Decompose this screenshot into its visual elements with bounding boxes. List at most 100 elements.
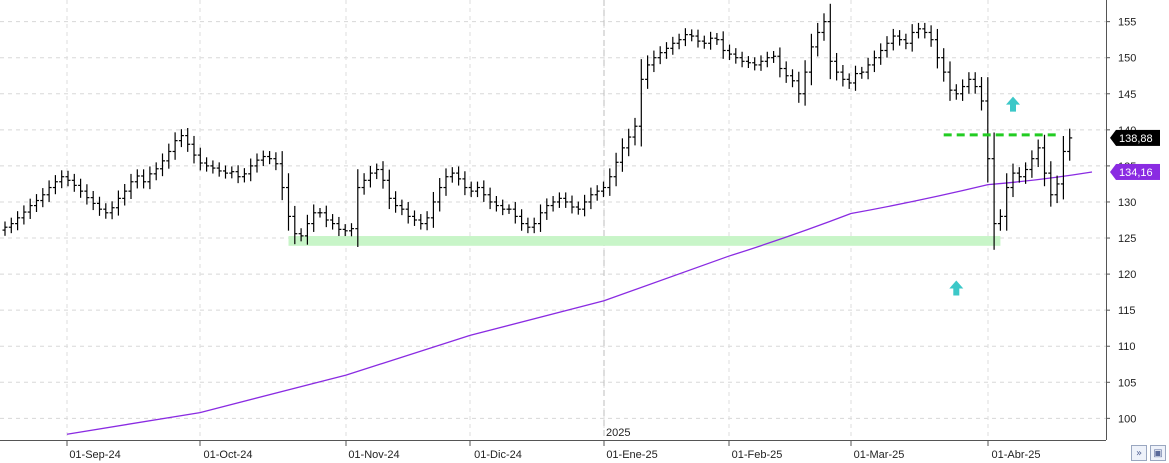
price-bar	[65, 170, 71, 187]
x-tick-label: 01-Oct-24	[204, 449, 253, 461]
price-bar	[468, 181, 474, 198]
price-bar	[216, 162, 222, 177]
price-bar	[512, 202, 518, 224]
price-bar	[2, 221, 8, 236]
price-bar	[664, 42, 669, 59]
price-bar	[922, 22, 928, 39]
price-bar	[1023, 162, 1029, 184]
y-tick-label: 125	[1118, 233, 1136, 245]
annotation-layer	[943, 96, 1058, 296]
price-bar	[46, 180, 52, 202]
price-bars-layer	[2, 3, 1073, 250]
price-bar	[418, 214, 424, 230]
price-bar	[122, 184, 128, 206]
price-bar	[972, 72, 978, 94]
price-bar	[903, 33, 909, 50]
price-bar	[185, 127, 191, 152]
y-tick-label: 155	[1118, 17, 1136, 29]
moving-average-line	[66, 171, 1093, 435]
x-tick-label: 01-Nov-24	[348, 449, 399, 461]
price-bar	[90, 190, 96, 211]
price-bar	[210, 160, 216, 174]
price-bar	[758, 55, 764, 71]
price-bar	[500, 199, 506, 216]
price-bar	[594, 185, 600, 201]
price-bar	[890, 28, 896, 51]
price-bar	[531, 217, 537, 234]
price-bar	[853, 65, 858, 91]
y-axis-panel	[1106, 0, 1169, 463]
price-bar	[632, 117, 638, 146]
y-tick-label: 130	[1118, 197, 1136, 209]
price-bar	[947, 61, 953, 101]
zoom-toggle-button[interactable]: »	[1131, 445, 1147, 461]
price-bar	[985, 77, 991, 183]
moving-average-layer	[66, 171, 1093, 435]
price-bar	[52, 175, 58, 195]
price-bar	[292, 205, 298, 245]
price-bar	[720, 31, 726, 59]
price-bar	[701, 35, 707, 49]
x-tick-label: 01-Sep-24	[69, 449, 120, 461]
price-bar	[607, 168, 613, 196]
price-bar	[771, 51, 777, 63]
price-bar	[241, 168, 247, 183]
price-bar	[78, 178, 84, 198]
price-bar	[979, 77, 984, 111]
price-bar	[456, 166, 462, 186]
price-bar	[367, 165, 373, 188]
price-bar	[141, 169, 147, 189]
price-bar	[462, 171, 468, 196]
price-bar	[166, 143, 172, 169]
price-bar	[323, 205, 329, 228]
price-bar	[178, 129, 184, 148]
save-chart-button[interactable]: ▣	[1150, 445, 1166, 461]
year-marker-label: 2025	[606, 427, 630, 439]
y-tick-label: 105	[1118, 377, 1136, 389]
price-bar	[638, 59, 644, 147]
price-bar	[1010, 163, 1016, 198]
price-bar	[1067, 128, 1073, 161]
price-bar	[380, 161, 386, 189]
price-bar	[1029, 150, 1035, 178]
price-bar	[109, 201, 115, 220]
moving-average-badge: 134,16	[1110, 163, 1160, 180]
double-chevron-icon: »	[1135, 447, 1143, 459]
price-bar	[708, 31, 714, 50]
price-bar	[254, 153, 260, 173]
price-bar	[399, 199, 405, 216]
price-bar	[676, 33, 682, 50]
price-bar	[487, 187, 493, 210]
price-bar	[160, 153, 165, 177]
price-bar	[563, 192, 569, 208]
floppy-disk-icon: ▣	[1153, 447, 1163, 459]
price-bar	[550, 196, 556, 212]
price-bar	[613, 152, 619, 187]
price-bar	[84, 184, 90, 205]
price-bar	[374, 163, 380, 180]
price-bar	[556, 192, 562, 208]
price-bar	[884, 36, 890, 58]
price-bar	[790, 69, 795, 88]
price-bar	[1054, 175, 1060, 204]
price-bar	[286, 173, 291, 231]
price-bar	[172, 132, 178, 160]
up-arrow-icon	[949, 280, 964, 296]
price-bar	[437, 178, 443, 212]
price-bar	[15, 211, 21, 231]
price-bar	[349, 223, 354, 237]
price-bar	[670, 36, 676, 55]
price-bar	[336, 216, 342, 237]
price-bar	[267, 151, 273, 165]
price-bar	[777, 47, 783, 78]
last-price-badge: 138,88	[1110, 129, 1160, 146]
price-bar	[1048, 161, 1054, 207]
price-bar	[1035, 139, 1041, 168]
price-bar	[1060, 136, 1066, 200]
price-bar	[260, 150, 266, 167]
y-tick-label: 145	[1118, 89, 1136, 101]
price-bar	[859, 66, 865, 79]
y-tick-label: 120	[1118, 269, 1136, 281]
price-bar	[430, 191, 436, 228]
